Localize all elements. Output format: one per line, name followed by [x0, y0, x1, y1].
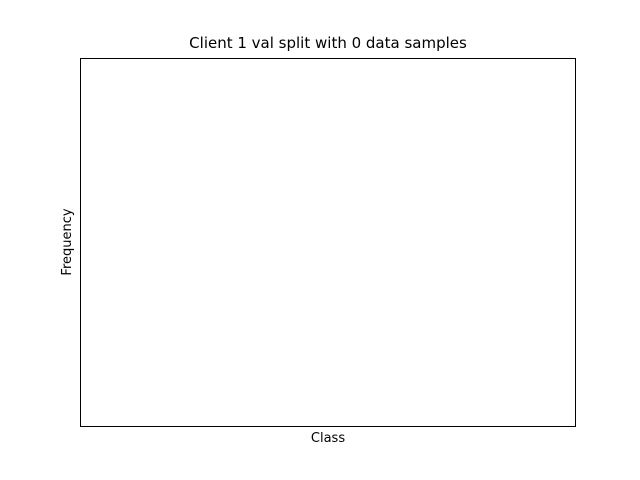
x-axis-label: Class	[310, 431, 346, 446]
plot-area	[80, 58, 576, 427]
chart-title: Client 1 val split with 0 data samples	[189, 34, 467, 52]
y-axis-label: Frequency	[60, 208, 75, 276]
